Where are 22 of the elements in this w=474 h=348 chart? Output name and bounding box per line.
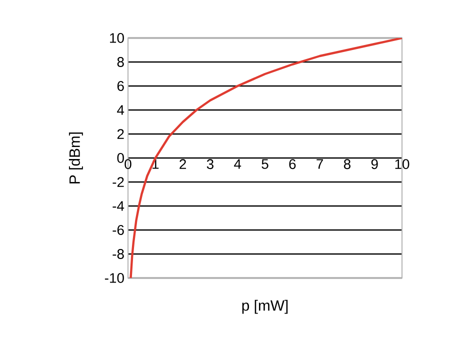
y-tick-label: -6 xyxy=(112,225,124,235)
x-tick-label: 8 xyxy=(344,159,350,170)
y-tick-label: -8 xyxy=(112,249,124,259)
x-tick-label: 5 xyxy=(262,159,268,169)
y-tick-label: 2 xyxy=(117,129,124,139)
x-tick-label: 3 xyxy=(206,159,214,170)
y-axis-title: P [dBm] xyxy=(68,132,83,184)
y-tick-label: 4 xyxy=(117,105,124,115)
y-tick-label: 6 xyxy=(117,81,124,91)
y-tick-label: -10 xyxy=(104,273,124,283)
y-tick-label: 10 xyxy=(110,33,124,43)
x-tick-label: 7 xyxy=(316,159,323,169)
x-tick-label: 10 xyxy=(395,159,410,170)
x-tick-label: 0 xyxy=(124,159,132,170)
x-axis-title: p [mW] xyxy=(242,300,288,314)
y-tick-label: -2 xyxy=(112,177,124,187)
x-tick-label: 9 xyxy=(371,159,378,170)
x-tick-label: 6 xyxy=(289,159,296,170)
y-tick-label: -4 xyxy=(112,201,124,211)
x-tick-label: 2 xyxy=(180,159,186,169)
y-tick-label: 8 xyxy=(117,57,124,67)
x-tick-label: 4 xyxy=(234,159,242,169)
